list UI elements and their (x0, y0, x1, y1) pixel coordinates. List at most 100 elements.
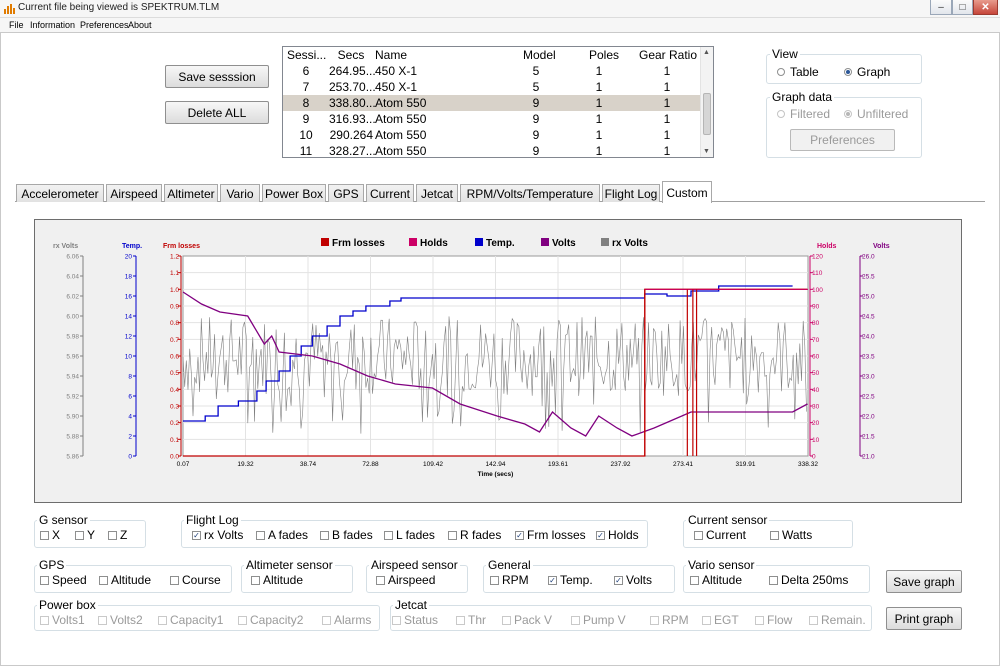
sessions-table[interactable]: Sessi... Secs Name Model Poles Gear Ratio 6 264… (282, 46, 714, 158)
thr-label[interactable]: Thr (468, 613, 486, 627)
y-label[interactable]: Y (87, 528, 96, 542)
altitude-checkbox[interactable] (251, 576, 260, 585)
scroll-up-icon[interactable]: ▲ (703, 49, 710, 56)
volts2-label[interactable]: Volts2 (110, 613, 143, 627)
rx-volts-checkbox[interactable]: ✓ (192, 531, 201, 540)
maximize-button[interactable]: □ (952, 0, 973, 15)
egt-label[interactable]: EGT (714, 613, 739, 627)
minimize-button[interactable]: – (930, 0, 952, 15)
menu-information[interactable]: Information (30, 20, 76, 30)
capacity2-checkbox[interactable] (238, 616, 247, 625)
egt-checkbox[interactable] (702, 616, 711, 625)
view-graph-radio[interactable] (844, 68, 852, 76)
z-checkbox[interactable] (108, 531, 117, 540)
current-label[interactable]: Current (706, 528, 747, 542)
airspeed-label[interactable]: Airspeed (388, 573, 436, 587)
remain--checkbox[interactable] (809, 616, 818, 625)
scroll-down-icon[interactable]: ▼ (703, 148, 710, 155)
preferences-button[interactable]: Preferences (790, 129, 895, 151)
scrollbar-thumb[interactable] (703, 93, 711, 135)
flow-label[interactable]: Flow (767, 613, 793, 627)
altitude-label[interactable]: Altitude (111, 573, 152, 587)
r-fades-checkbox[interactable] (448, 531, 457, 540)
pump-v-label[interactable]: Pump V (583, 613, 626, 627)
view-table-label[interactable]: Table (790, 65, 819, 79)
speed-checkbox[interactable] (40, 576, 49, 585)
rpm-checkbox[interactable] (490, 576, 499, 585)
speed-label[interactable]: Speed (52, 573, 87, 587)
x-label[interactable]: X (52, 528, 61, 542)
a-fades-label[interactable]: A fades (268, 528, 309, 542)
watts-checkbox[interactable] (770, 531, 779, 540)
b-fades-checkbox[interactable] (320, 531, 329, 540)
capacity1-checkbox[interactable] (158, 616, 167, 625)
filtered-radio[interactable] (777, 110, 785, 118)
unfiltered-radio[interactable] (844, 110, 852, 118)
menu-about[interactable]: About (128, 20, 152, 30)
r-fades-label[interactable]: R fades (460, 528, 502, 542)
view-table-radio[interactable] (777, 68, 785, 76)
course-checkbox[interactable] (170, 576, 179, 585)
delete-all-button[interactable]: Delete ALL (165, 101, 269, 124)
save-session-button[interactable]: Save sesssion (165, 65, 269, 88)
b-fades-label[interactable]: B fades (332, 528, 373, 542)
volts1-checkbox[interactable] (40, 616, 49, 625)
l-fades-checkbox[interactable] (384, 531, 393, 540)
frm-losses-label[interactable]: Frm losses (527, 528, 586, 542)
course-label[interactable]: Course (182, 573, 221, 587)
status-label[interactable]: Status (404, 613, 439, 627)
rx-volts-label[interactable]: rx Volts (204, 528, 244, 542)
thr-checkbox[interactable] (456, 616, 465, 625)
capacity1-label[interactable]: Capacity1 (170, 613, 224, 627)
flow-checkbox[interactable] (755, 616, 764, 625)
x-checkbox[interactable] (40, 531, 49, 540)
tab-accelerometer[interactable]: Accelerometer (16, 184, 104, 202)
close-button[interactable]: ✕ (973, 0, 998, 15)
delta-250ms-label[interactable]: Delta 250ms (781, 573, 849, 587)
temp--label[interactable]: Temp. (560, 573, 593, 587)
filtered-label[interactable]: Filtered (790, 107, 831, 121)
l-fades-label[interactable]: L fades (396, 528, 435, 542)
current-checkbox[interactable] (694, 531, 703, 540)
tab-rpm-volts-temperature[interactable]: RPM/Volts/Temperature (460, 184, 600, 202)
altitude-label[interactable]: Altitude (702, 573, 743, 587)
tab-current[interactable]: Current (366, 184, 414, 202)
z-label[interactable]: Z (120, 528, 128, 542)
frm-losses-checkbox[interactable]: ✓ (515, 531, 524, 540)
print-graph-button[interactable]: Print graph (886, 607, 962, 630)
rpm-label[interactable]: RPM (662, 613, 689, 627)
rpm-label[interactable]: RPM (502, 573, 529, 587)
tab-jetcat[interactable]: Jetcat (416, 184, 458, 202)
volts-label[interactable]: Volts (626, 573, 653, 587)
volts-checkbox[interactable]: ✓ (614, 576, 623, 585)
alarms-checkbox[interactable] (322, 616, 331, 625)
temp--checkbox[interactable]: ✓ (548, 576, 557, 585)
delta-250ms-checkbox[interactable] (769, 576, 778, 585)
tab-vario[interactable]: Vario (220, 184, 260, 202)
menu-file[interactable]: File (9, 20, 24, 30)
menu-preferences[interactable]: Preferences (80, 20, 129, 30)
sessions-scrollbar[interactable]: ▲ ▼ (700, 47, 713, 157)
tab-custom[interactable]: Custom (662, 181, 712, 203)
save-graph-button[interactable]: Save graph (886, 570, 962, 593)
altitude-checkbox[interactable] (99, 576, 108, 585)
tab-airspeed[interactable]: Airspeed (106, 184, 162, 202)
capacity2-label[interactable]: Capacity2 (250, 613, 304, 627)
remain--label[interactable]: Remain. (821, 613, 866, 627)
tab-flight-log[interactable]: Flight Log (602, 184, 660, 202)
pack-v-label[interactable]: Pack V (514, 613, 553, 627)
alarms-label[interactable]: Alarms (334, 613, 372, 627)
altitude-checkbox[interactable] (690, 576, 699, 585)
pack-v-checkbox[interactable] (502, 616, 511, 625)
status-checkbox[interactable] (392, 616, 401, 625)
tab-gps[interactable]: GPS (328, 184, 364, 202)
view-graph-label[interactable]: Graph (857, 65, 891, 79)
volts1-label[interactable]: Volts1 (52, 613, 85, 627)
tab-altimeter[interactable]: Altimeter (164, 184, 218, 202)
pump-v-checkbox[interactable] (571, 616, 580, 625)
holds-checkbox[interactable]: ✓ (596, 531, 605, 540)
watts-label[interactable]: Watts (782, 528, 813, 542)
y-checkbox[interactable] (75, 531, 84, 540)
table-row[interactable] (283, 95, 701, 111)
altitude-label[interactable]: Altitude (263, 573, 304, 587)
